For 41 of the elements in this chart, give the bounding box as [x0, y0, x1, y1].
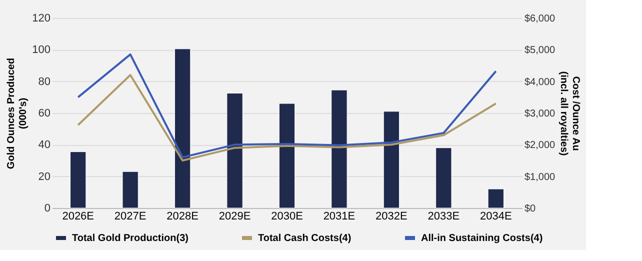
bar	[70, 152, 86, 208]
bar	[383, 111, 400, 208]
line-series	[77, 53, 497, 158]
x-tick-label: 2030E	[271, 210, 303, 222]
x-tick-label: 2026E	[62, 210, 94, 222]
x-tick-label: 2027E	[114, 210, 146, 222]
y2-tick-label: $0	[524, 204, 536, 214]
legend-label: Total Gold Production(3)	[72, 233, 188, 244]
x-tick-label: 2032E	[376, 210, 408, 222]
text: Cost /Ounce Au	[570, 76, 582, 151]
x-tick-label: 2028E	[166, 210, 198, 222]
x-tick-label: 2034E	[480, 210, 512, 222]
y-tick-label: 120	[32, 12, 50, 24]
y2-tick-label: $5,000	[524, 45, 556, 56]
y2-tick-label: $3,000	[524, 108, 556, 120]
bar	[174, 48, 191, 208]
y-tick-label: 40	[38, 139, 50, 152]
text: Gold Ounces Produced	[6, 58, 18, 170]
text: (000's)	[18, 98, 30, 130]
y2-tick-label: $1,000	[524, 172, 556, 183]
bar	[331, 90, 348, 208]
y2-tick-label: $2,000	[524, 140, 556, 152]
bar	[226, 92, 243, 208]
y2-tick-label: $4,000	[524, 76, 556, 88]
line-series	[77, 74, 497, 162]
text: (incl. all royalties)	[558, 71, 570, 156]
bar	[436, 148, 452, 208]
y-tick-label: 100	[32, 44, 50, 56]
y-tick-label: 0	[44, 202, 50, 214]
legend-label: All-in Sustaining Costs(4)	[421, 233, 543, 244]
y-tick-label: 80	[38, 76, 50, 88]
x-tick-label: 2029E	[218, 210, 251, 222]
bar	[122, 171, 138, 208]
bar	[278, 103, 296, 208]
x-tick-label: 2033E	[428, 210, 460, 222]
y2-tick-label: $6,000	[524, 14, 556, 24]
y-tick-label: 20	[38, 170, 50, 183]
y-tick-label: 60	[38, 108, 50, 120]
legend-label: Total Cash Costs(4)	[258, 233, 352, 244]
bar	[488, 188, 504, 208]
x-tick-label: 2031E	[323, 210, 356, 222]
